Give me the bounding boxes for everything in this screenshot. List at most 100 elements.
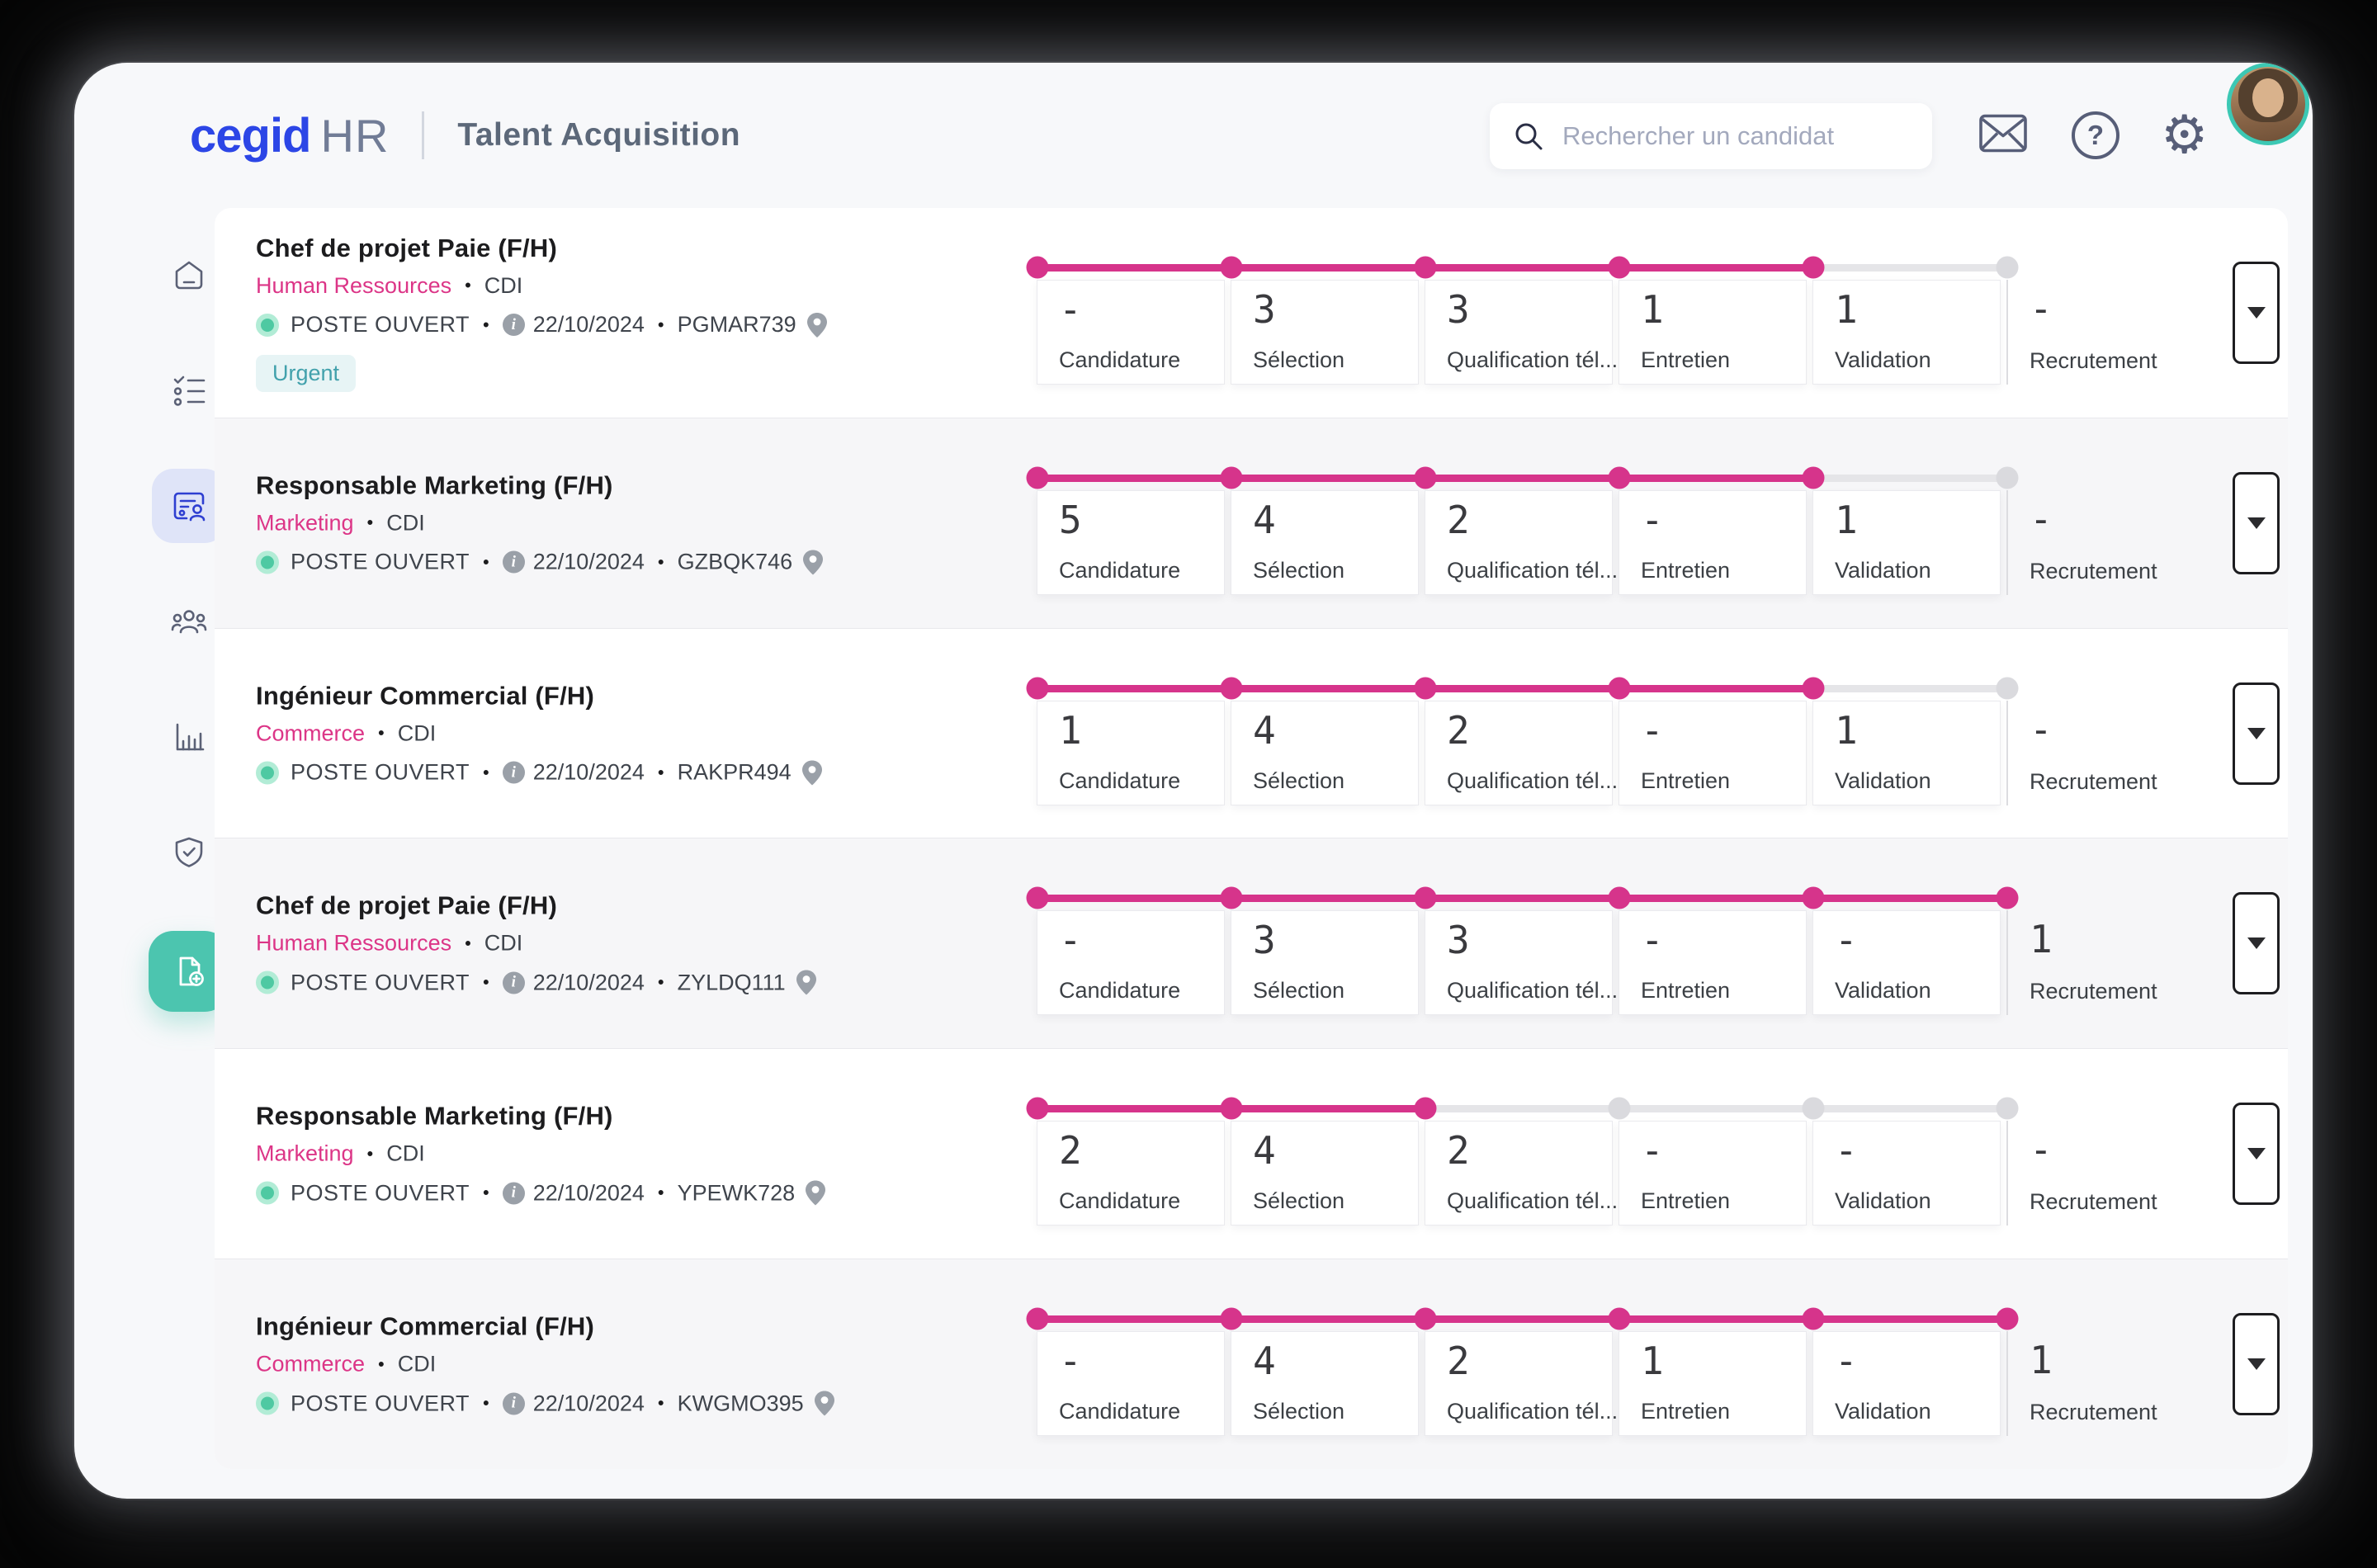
stage-cell[interactable]: 4 Sélection xyxy=(1231,700,1419,805)
sidebar-item-team[interactable] xyxy=(152,584,226,659)
stage-cell[interactable]: - Recrutement xyxy=(2006,700,2217,805)
help-icon[interactable]: ? xyxy=(2072,111,2119,159)
job-title[interactable]: Ingénieur Commercial (F/H) xyxy=(256,681,594,711)
row-dropdown-button[interactable] xyxy=(2233,1313,2280,1416)
sidebar-item-tasks[interactable] xyxy=(152,353,226,427)
stage-cell[interactable]: 1 Validation xyxy=(1812,700,2001,805)
status-open-icon xyxy=(256,761,279,785)
stage-cell[interactable]: 2 Qualification tél... xyxy=(1425,489,1618,595)
stage-cell[interactable]: - Entretien xyxy=(1619,489,1807,595)
job-department[interactable]: Commerce xyxy=(256,720,366,746)
job-status: POSTE OUVERT xyxy=(291,970,470,995)
info-icon[interactable]: i xyxy=(502,1392,525,1415)
job-row: Chef de projet Paie (F/H) Human Ressourc… xyxy=(215,208,2288,418)
stage-cell[interactable]: 4 Sélection xyxy=(1231,489,1419,595)
info-icon[interactable]: i xyxy=(502,971,525,994)
stage-cell[interactable]: - Recrutement xyxy=(2006,280,2217,385)
info-icon[interactable]: i xyxy=(502,550,525,574)
stage-cell[interactable]: 3 Sélection xyxy=(1231,910,1419,1016)
row-dropdown-button[interactable] xyxy=(2233,261,2280,364)
job-meta: POSTE OUVERT • i 22/10/2024 • GZBQK746 xyxy=(256,549,999,575)
stage-label: Entretien xyxy=(1641,557,1731,583)
stage-cell[interactable]: - Validation xyxy=(1812,1121,2001,1226)
job-department[interactable]: Marketing xyxy=(256,510,354,536)
stage-label: Qualification tél... xyxy=(1447,347,1619,372)
pipeline-stage-dot xyxy=(1802,886,1825,909)
pipeline-segment xyxy=(1425,895,1619,903)
stage-cell[interactable]: - Candidature xyxy=(1037,1331,1225,1437)
job-department[interactable]: Human Ressources xyxy=(256,272,452,298)
stage-cell[interactable]: 2 Qualification tél... xyxy=(1425,1121,1618,1226)
candidate-search[interactable] xyxy=(1490,103,1932,169)
pipeline-stage-dot xyxy=(1026,1097,1049,1120)
job-department[interactable]: Human Ressources xyxy=(256,930,452,956)
row-dropdown-button[interactable] xyxy=(2233,1103,2280,1206)
stage-cell[interactable]: 1 Recrutement xyxy=(2006,910,2217,1016)
job-department[interactable]: Commerce xyxy=(256,1351,366,1377)
chevron-down-icon xyxy=(2247,727,2266,739)
stage-cell[interactable]: 1 Validation xyxy=(1812,280,2001,385)
stage-cell[interactable]: - Entretien xyxy=(1619,700,1807,805)
pipeline-stage-dot xyxy=(1220,677,1243,700)
stage-cell[interactable]: 4 Sélection xyxy=(1231,1331,1419,1437)
stage-cell[interactable]: 1 Entretien xyxy=(1619,280,1807,385)
sidebar-item-recruitment[interactable] xyxy=(152,469,226,543)
stage-label: Candidature xyxy=(1059,1399,1181,1424)
recruitment-pipeline: - Candidature 4 Sélection 2 Qualification tél… xyxy=(1026,1307,2275,1441)
chevron-down-icon xyxy=(2247,306,2266,319)
stage-cell[interactable]: - Recrutement xyxy=(2006,489,2217,595)
stage-cell[interactable]: - Candidature xyxy=(1037,910,1225,1016)
stage-cell[interactable]: 5 Candidature xyxy=(1037,489,1225,595)
stage-cell[interactable]: 3 Qualification tél... xyxy=(1425,280,1618,385)
stage-cell[interactable]: 1 Recrutement xyxy=(2006,1331,2217,1437)
location-icon[interactable] xyxy=(796,970,817,996)
row-dropdown-button[interactable] xyxy=(2233,892,2280,995)
stage-cell[interactable]: 2 Qualification tél... xyxy=(1425,700,1618,805)
stage-cell[interactable]: 3 Sélection xyxy=(1231,280,1419,385)
stage-label: Candidature xyxy=(1059,1188,1181,1214)
stage-cell[interactable]: - Entretien xyxy=(1619,910,1807,1016)
stage-count: 1 xyxy=(1835,287,1858,332)
user-avatar[interactable] xyxy=(2227,63,2309,145)
stage-count: 2 xyxy=(1447,1339,1470,1384)
job-title[interactable]: Chef de projet Paie (F/H) xyxy=(256,233,557,262)
sidebar-item-analytics[interactable] xyxy=(152,700,226,774)
pipeline-segment xyxy=(1619,1315,1813,1324)
stage-cell[interactable]: 4 Sélection xyxy=(1231,1121,1419,1226)
location-icon[interactable] xyxy=(801,759,823,786)
search-input[interactable] xyxy=(1562,121,1909,151)
location-icon[interactable] xyxy=(802,549,824,575)
stage-cell[interactable]: - Validation xyxy=(1812,1331,2001,1437)
stage-cell[interactable]: 3 Qualification tél... xyxy=(1425,910,1618,1016)
pipeline-segment xyxy=(1231,474,1425,482)
location-icon[interactable] xyxy=(814,1391,835,1417)
stage-cell[interactable]: 1 Candidature xyxy=(1037,700,1225,805)
job-title[interactable]: Chef de projet Paie (F/H) xyxy=(256,890,557,920)
job-title[interactable]: Responsable Marketing (F/H) xyxy=(256,1101,613,1131)
stage-cell[interactable]: - Recrutement xyxy=(2006,1121,2217,1226)
location-icon[interactable] xyxy=(805,1180,826,1207)
job-title[interactable]: Responsable Marketing (F/H) xyxy=(256,470,613,500)
stage-cell[interactable]: - Validation xyxy=(1812,910,2001,1016)
pipeline-stage-dot xyxy=(1608,256,1631,279)
stage-cell[interactable]: 1 Validation xyxy=(1812,489,2001,595)
row-dropdown-button[interactable] xyxy=(2233,471,2280,574)
job-department[interactable]: Marketing xyxy=(256,1141,354,1166)
stage-cell[interactable]: 1 Entretien xyxy=(1619,1331,1807,1437)
info-icon[interactable]: i xyxy=(502,761,525,784)
gear-icon[interactable]: ⚙ xyxy=(2161,105,2209,166)
sidebar-item-security[interactable] xyxy=(152,815,226,890)
row-dropdown-button[interactable] xyxy=(2233,682,2280,785)
stage-cell[interactable]: 2 Candidature xyxy=(1037,1121,1225,1226)
info-icon[interactable]: i xyxy=(502,1182,525,1205)
location-icon[interactable] xyxy=(806,312,828,338)
stage-cell[interactable]: - Candidature xyxy=(1037,280,1225,385)
info-icon[interactable]: i xyxy=(502,314,525,337)
sidebar-item-home[interactable] xyxy=(152,238,226,312)
stage-cell[interactable]: 2 Qualification tél... xyxy=(1425,1331,1618,1437)
stage-cell[interactable]: - Entretien xyxy=(1619,1121,1807,1226)
job-title[interactable]: Ingénieur Commercial (F/H) xyxy=(256,1311,594,1341)
mail-icon[interactable] xyxy=(1978,113,2029,158)
job-contract-type: CDI xyxy=(397,1351,437,1377)
urgent-badge: Urgent xyxy=(256,354,357,392)
